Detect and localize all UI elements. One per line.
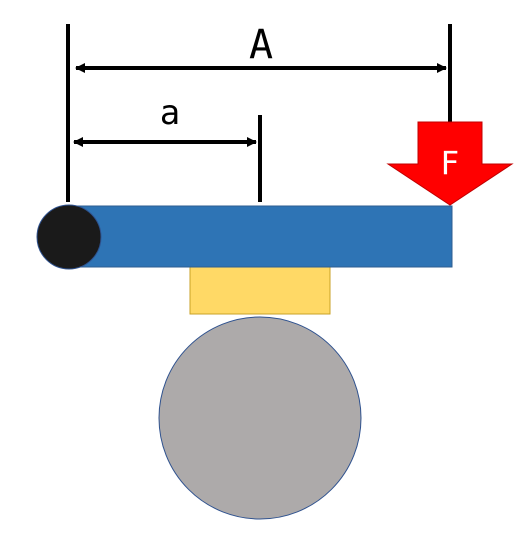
force-arrow-shape [386, 121, 514, 206]
support-block [189, 265, 331, 315]
down-arrow-icon: F [386, 121, 514, 206]
pivot-circle-icon [36, 204, 102, 270]
lever-bar [67, 205, 453, 268]
force-label: F [441, 144, 459, 182]
dimension-label-long: A [249, 22, 273, 68]
wheel [158, 316, 362, 520]
dimension-label-short: a [160, 93, 180, 133]
